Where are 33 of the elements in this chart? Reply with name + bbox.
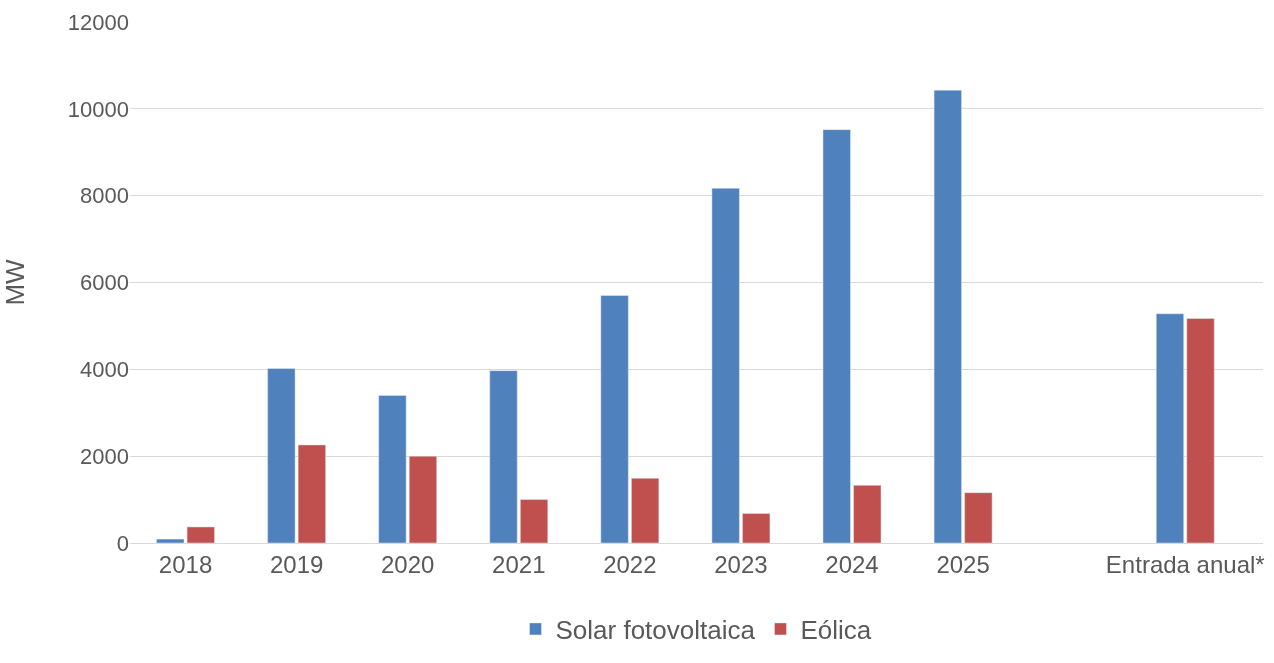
x-tick-label: 2020 [381, 550, 435, 578]
bar [1186, 318, 1215, 543]
y-tick-label: 4000 [80, 357, 129, 383]
x-tick-label: 2019 [269, 550, 324, 578]
y-tick-label: 6000 [80, 270, 129, 296]
legend-label: Eólica [800, 615, 872, 646]
bar [489, 370, 518, 543]
x-tick-label: 2021 [492, 550, 546, 578]
x-tick-label: Entrada anual* [1105, 550, 1265, 578]
bar [711, 188, 740, 543]
y-tick-label: 8000 [80, 183, 129, 209]
x-tick-label: 2022 [603, 550, 657, 578]
y-tick-label: 0 [116, 530, 129, 556]
x-tick-label: 2023 [714, 550, 768, 578]
bar [631, 478, 660, 543]
bar [520, 499, 549, 543]
bar [964, 492, 993, 543]
bar [1155, 313, 1184, 543]
x-tick-label: 2018 [158, 550, 213, 578]
bar [600, 295, 629, 543]
bar [933, 89, 962, 543]
x-tick-label: 2025 [936, 550, 990, 578]
y-axis-title: MW [0, 258, 30, 306]
y-tick-label: 10000 [67, 96, 129, 122]
x-tick-label: 2024 [825, 550, 879, 578]
bar [853, 485, 882, 543]
bar [378, 395, 407, 543]
y-tick-label: 2000 [80, 443, 129, 469]
y-tick-label: 12000 [67, 9, 129, 35]
legend-label: Solar fotovoltaica [555, 615, 756, 646]
bar [742, 513, 771, 543]
bar [408, 455, 437, 543]
bar [822, 129, 851, 543]
